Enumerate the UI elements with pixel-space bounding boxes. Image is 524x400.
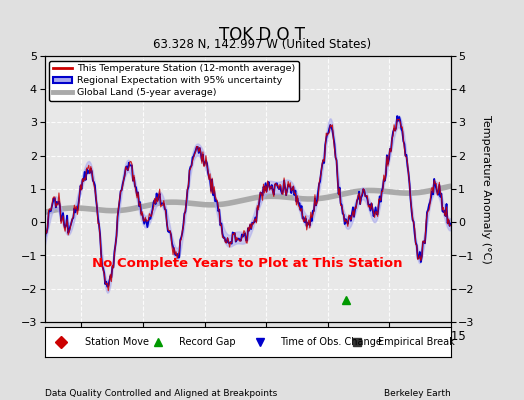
Text: Station Move: Station Move (85, 337, 149, 347)
Text: Berkeley Earth: Berkeley Earth (384, 389, 451, 398)
Text: Time of Obs. Change: Time of Obs. Change (280, 337, 382, 347)
Text: Empirical Break: Empirical Break (377, 337, 454, 347)
Text: No Complete Years to Plot at This Station: No Complete Years to Plot at This Statio… (92, 257, 403, 270)
Text: Record Gap: Record Gap (179, 337, 235, 347)
Text: TOK D O T: TOK D O T (219, 26, 305, 44)
Text: 63.328 N, 142.997 W (United States): 63.328 N, 142.997 W (United States) (153, 38, 371, 51)
Y-axis label: Temperature Anomaly (°C): Temperature Anomaly (°C) (482, 115, 492, 263)
Text: Data Quality Controlled and Aligned at Breakpoints: Data Quality Controlled and Aligned at B… (45, 389, 277, 398)
Legend: This Temperature Station (12-month average), Regional Expectation with 95% uncer: This Temperature Station (12-month avera… (49, 61, 299, 101)
